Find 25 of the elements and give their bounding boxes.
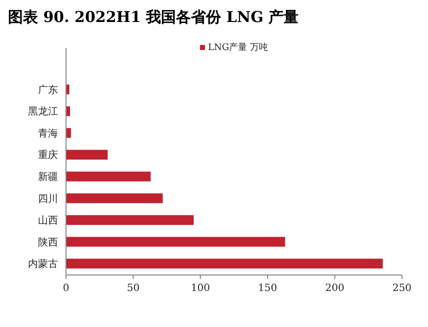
x-tick-label: 250 bbox=[392, 283, 412, 294]
x-tick-label: 50 bbox=[126, 283, 140, 294]
legend-label: LNG产量 万吨 bbox=[208, 42, 268, 53]
y-tick-label: 青海 bbox=[38, 127, 58, 140]
y-tick-label: 陕西 bbox=[38, 236, 58, 248]
y-tick-label: 四川 bbox=[38, 192, 58, 205]
y-tick-label: 黑龙江 bbox=[28, 106, 58, 118]
bar bbox=[66, 258, 383, 268]
bar bbox=[66, 215, 194, 225]
bar bbox=[66, 128, 71, 138]
x-tick-label: 0 bbox=[62, 283, 70, 294]
y-tick-label: 内蒙古 bbox=[28, 258, 58, 270]
y-tick-label: 广东 bbox=[38, 84, 58, 96]
x-tick-label: 100 bbox=[190, 283, 210, 294]
y-tick-label: 重庆 bbox=[38, 149, 58, 162]
bar bbox=[66, 150, 108, 160]
y-tick-label: 山西 bbox=[38, 214, 58, 227]
bar bbox=[66, 193, 163, 204]
bar bbox=[66, 172, 151, 182]
y-tick-label: 新疆 bbox=[38, 171, 58, 183]
chart-title: 图表 90. 2022H1 我国各省份 LNG 产量 bbox=[8, 8, 299, 26]
x-tick-label: 150 bbox=[258, 283, 278, 294]
bar bbox=[66, 84, 70, 94]
x-tick-label: 200 bbox=[325, 283, 344, 294]
bar bbox=[66, 236, 286, 247]
